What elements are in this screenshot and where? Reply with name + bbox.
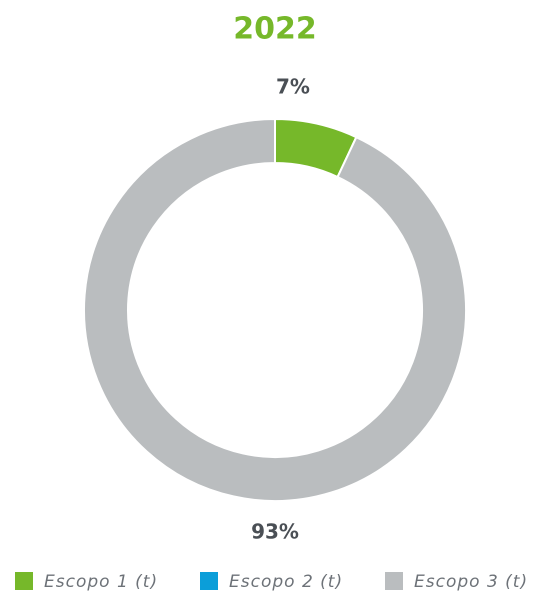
chart-title: 2022 — [233, 12, 317, 47]
value-label: 7% — [276, 75, 310, 99]
legend-swatch — [385, 572, 403, 590]
legend-label: Escopo 1 (t) — [44, 572, 158, 592]
donut-slice — [83, 117, 467, 502]
value-label: 93% — [251, 520, 299, 544]
legend-label: Escopo 2 (t) — [229, 572, 343, 592]
legend-swatch — [200, 572, 218, 590]
legend-label: Escopo 3 (t) — [414, 572, 528, 592]
legend-swatch — [15, 572, 33, 590]
